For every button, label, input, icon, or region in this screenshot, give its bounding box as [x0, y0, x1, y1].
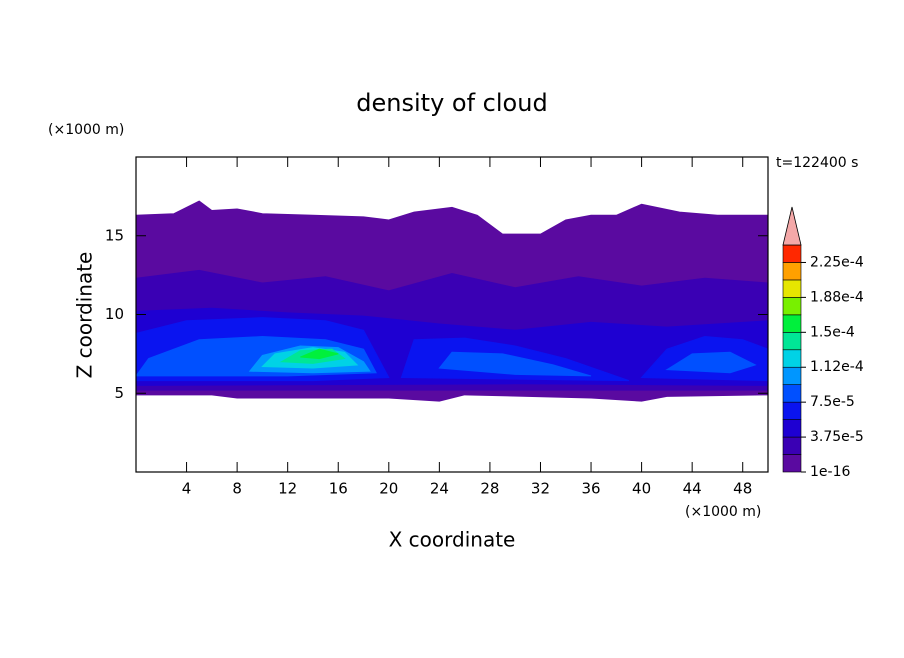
colorbar-band	[782, 262, 802, 281]
x-tick-label: 12	[278, 480, 297, 498]
colorbar-band	[782, 454, 802, 473]
x-tick-label: 28	[480, 480, 499, 498]
x-tick-label: 4	[182, 480, 192, 498]
colorbar-band	[782, 401, 802, 420]
contour-region	[665, 351, 757, 374]
colorbar-band	[782, 314, 802, 333]
x-tick-label: 8	[232, 480, 242, 498]
x-tick-label: 20	[379, 480, 398, 498]
x-tick-label: 40	[632, 480, 651, 498]
x-tick-label: 48	[733, 480, 752, 498]
colorbar-band	[782, 244, 802, 263]
colorbar-tick-label: 7.5e-5	[810, 394, 855, 410]
y-tick-label: 10	[105, 305, 124, 323]
colorbar-band	[782, 436, 802, 455]
colorbar-tick-label: 1e-16	[810, 464, 850, 480]
colorbar-band	[782, 279, 802, 298]
annotation: t=122400 s	[776, 155, 858, 171]
colorbar-tick-label: 1.12e-4	[810, 359, 864, 375]
colorbar-band	[782, 332, 802, 351]
x-tick-label: 16	[329, 480, 348, 498]
x-unit: (×1000 m)	[685, 504, 761, 520]
colorbar-band	[782, 419, 802, 438]
x-tick-label: 36	[581, 480, 600, 498]
colorbar-band	[782, 297, 802, 316]
colorbar-tick-label: 1.5e-4	[810, 324, 855, 340]
contour-region	[438, 351, 592, 377]
x-tick-label: 24	[430, 480, 449, 498]
colorbar-tick-label: 2.25e-4	[810, 254, 864, 270]
colorbar-tick-label: 1.88e-4	[810, 289, 864, 305]
x-tick-label: 44	[683, 480, 702, 498]
colorbar-band	[782, 366, 802, 385]
x-axis-label: X coordinate	[389, 528, 516, 552]
plot-area	[136, 200, 768, 402]
y-axis-label: Z coordinate	[73, 252, 97, 379]
colorbar-extension	[782, 206, 802, 246]
contour-region	[300, 348, 339, 360]
colorbar-tick-label: 3.75e-5	[810, 429, 864, 445]
y-tick-label: 5	[114, 384, 124, 402]
x-tick-label: 32	[531, 480, 550, 498]
y-unit: (×1000 m)	[48, 122, 124, 138]
chart-title: density of cloud	[356, 89, 547, 117]
colorbar-band	[782, 349, 802, 368]
colorbar-band	[782, 384, 802, 403]
y-tick-label: 15	[105, 226, 124, 244]
